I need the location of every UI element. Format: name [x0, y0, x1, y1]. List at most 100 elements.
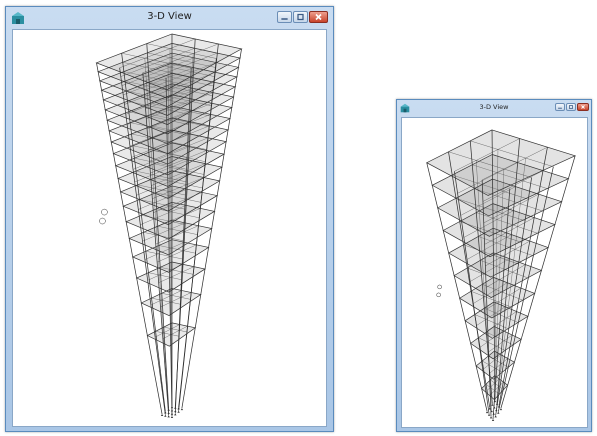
structural-model-right[interactable] [402, 118, 587, 427]
column-line [96, 62, 163, 415]
column-line [178, 58, 217, 411]
title-bar[interactable]: 3-D View [397, 100, 591, 117]
slab-grid-line [124, 77, 194, 105]
slab-grid-line [470, 140, 554, 167]
close-icon [581, 105, 585, 109]
tower-app-icon[interactable] [400, 103, 410, 113]
frame-members [95, 33, 243, 417]
column-line [497, 166, 554, 412]
slab-grid-line [126, 90, 190, 105]
slab-grid-line [153, 150, 206, 162]
slab-grid-line [482, 146, 548, 181]
slab-grid-line [147, 52, 216, 68]
slab-grid-line [484, 217, 535, 245]
floor-slab[interactable] [103, 73, 236, 125]
column-line [142, 72, 170, 416]
minimize-icon [558, 107, 562, 109]
slab-grid-line [125, 80, 191, 96]
slab-grid-line [482, 354, 502, 370]
tower-app-icon[interactable] [11, 11, 25, 25]
floor-slab[interactable] [437, 179, 562, 237]
slab-grid-line [132, 146, 190, 170]
3d-view-window-left[interactable]: 3-D View [5, 6, 334, 432]
support-marker [488, 407, 491, 410]
column-line [448, 151, 491, 408]
close-icon [315, 13, 322, 21]
floor-slab[interactable] [432, 154, 569, 216]
floor-slab[interactable] [98, 43, 241, 99]
slab-grid-line [146, 92, 214, 119]
close-button[interactable] [577, 103, 589, 111]
slab-grid-line [452, 174, 529, 200]
viewport-left[interactable] [12, 29, 327, 427]
floor-slab[interactable] [476, 351, 515, 380]
maximize-button[interactable] [566, 103, 576, 111]
support-marker [167, 408, 170, 411]
support-marker [494, 415, 497, 418]
support-marker [164, 411, 167, 414]
floor-slab[interactable] [426, 129, 576, 196]
floor-slab[interactable] [99, 53, 239, 107]
floor-slab[interactable] [118, 156, 222, 199]
slab-grid-line [156, 208, 200, 219]
close-button[interactable] [309, 11, 328, 23]
slab-grid-line [488, 334, 513, 353]
column-line [146, 43, 170, 409]
floor-slab[interactable] [123, 185, 218, 225]
slab-grid-line [482, 360, 503, 373]
column-line [498, 147, 548, 406]
maximize-icon [297, 13, 304, 21]
support-marker [495, 409, 498, 412]
3d-view-window-right[interactable]: 3-D View [396, 99, 592, 432]
slab-grid-line [152, 177, 204, 199]
maximize-button[interactable] [293, 11, 308, 23]
slab-grid-line [145, 251, 183, 260]
viewport-right[interactable] [401, 117, 588, 428]
floor-slab[interactable] [459, 277, 535, 318]
slab-grid-line [152, 137, 207, 150]
floor-slab[interactable] [96, 33, 242, 90]
minimize-button[interactable] [277, 11, 292, 23]
minimize-button[interactable] [555, 103, 565, 111]
column-line [426, 162, 488, 412]
slab-grid-line [485, 240, 530, 267]
floor-slab[interactable] [115, 142, 225, 187]
slab-grid-line [489, 358, 508, 374]
base-supports [160, 406, 184, 419]
support-marker [174, 406, 177, 409]
floor-slab[interactable] [111, 117, 229, 165]
column-line [496, 138, 521, 403]
slab-grid-line [478, 337, 506, 351]
slab-grid-line [473, 282, 508, 304]
column-line [500, 155, 576, 409]
floor-slab[interactable] [454, 252, 542, 298]
minimize-icon [281, 18, 288, 20]
column-line [496, 158, 526, 410]
slab-grid-line [135, 170, 187, 183]
base-supports [485, 400, 503, 422]
slab-grid-line [466, 234, 512, 260]
floor-slab[interactable] [101, 63, 237, 116]
column-line [494, 149, 499, 407]
slab-grid-line [123, 67, 194, 96]
slab-grid-line [157, 225, 198, 235]
structural-model-left[interactable] [13, 30, 326, 426]
axis-marker [437, 284, 442, 290]
title-bar[interactable]: 3-D View [6, 7, 333, 29]
support-marker [497, 411, 500, 414]
axis-marker [101, 208, 108, 216]
slab-grid-line [121, 52, 192, 69]
slab-grid-line [122, 62, 191, 78]
floor-slab[interactable] [109, 106, 230, 154]
support-marker [170, 406, 174, 409]
slab-grid-line [121, 57, 195, 86]
slab-grid-line [132, 145, 188, 158]
floor-slab[interactable] [120, 170, 220, 212]
slab-grid-line [149, 137, 209, 162]
column-line [491, 129, 496, 401]
support-marker [170, 409, 174, 412]
maximize-icon [569, 105, 573, 109]
support-marker [177, 407, 180, 410]
slab-grid-line [143, 52, 218, 82]
slab-grid-line [130, 122, 189, 136]
